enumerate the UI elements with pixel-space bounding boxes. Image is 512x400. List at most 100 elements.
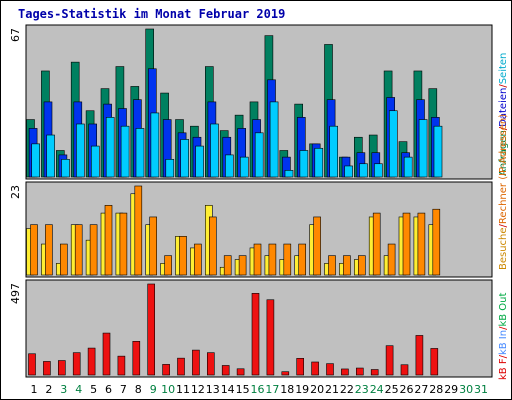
kb-bar [132,341,141,376]
legend-requests: Anfragen/Dateien/Seiten [498,53,509,176]
seiten-bar [433,125,443,178]
rechner-bar [194,243,202,276]
rechner-bar [149,216,157,276]
seiten-bar [46,134,55,178]
legend-entry: / [498,126,509,130]
x-axis-day-labels: 1 2 3 4 5 6 7 8 9 10 11 12 13 14 15 16 17 18 19 20 21 22 23 24 2… [31,383,489,396]
kb-bar [370,369,379,376]
seiten-bar [31,143,41,178]
kb-bar [192,349,200,376]
seiten-bar [225,154,234,178]
x-axis-day-label: 21 [325,383,339,396]
chart-title: Tages-Statistik im Monat Februar 2019 [18,7,286,21]
seiten-bar [388,110,398,178]
y-axis-max-label: 23 [9,185,22,199]
seiten-bar [61,159,70,178]
legend-entry: kB F [498,358,509,380]
y-axis-max-label: 497 [9,283,22,304]
rechner-bar [134,185,143,276]
kb-bar [102,332,111,376]
kb-bar [400,364,409,376]
rechner-bar [357,255,366,276]
seiten-bar [180,139,189,178]
seiten-bar [165,159,175,178]
kb-bar [147,283,155,376]
seiten-bar [314,147,324,178]
kb-bar [43,361,51,376]
legend-entry: Rechner (IP-Adressen) [498,114,509,224]
legend-entry: Anfragen [498,130,509,176]
rechner-bar [283,243,292,276]
kb-bar [296,358,305,376]
x-axis-day-label: 5 [90,383,97,396]
y-axis-max-labels: 67 23 497 [9,28,22,304]
seiten-bar [374,163,383,178]
rechner-bar [313,216,321,276]
x-axis-day-label: 25 [385,383,399,396]
x-axis-day-label: 28 [429,383,443,396]
rechner-bar [164,255,172,276]
x-axis-day-label: 7 [120,383,127,396]
rechner-bar [104,205,113,276]
x-axis-day-label: 8 [135,383,142,396]
kb-bar [415,335,424,376]
kb-bar [311,361,319,376]
y-axis-max-label: 67 [9,28,22,42]
rechner-bar [209,216,217,276]
rechner-bar [328,255,336,276]
kb-bar [162,364,170,376]
rechner-bar [238,255,247,276]
rechner-bar [343,255,351,276]
kb-bar [326,363,334,376]
seiten-bar [329,125,339,178]
x-axis-day-label: 1 [31,383,38,396]
x-axis-day-label: 22 [340,383,354,396]
kb-bar [236,368,245,376]
kb-bar [72,352,81,376]
x-axis-day-label: 31 [474,383,488,396]
rechner-bar [223,255,232,276]
x-axis-day-label: 2 [45,383,52,396]
kb-bar [430,348,439,376]
kb-bar [117,355,126,376]
seiten-bar [284,170,294,178]
kb-bar [221,365,230,376]
x-axis-day-label: 16 [251,383,265,396]
x-axis-day-label: 9 [150,383,157,396]
x-axis-day-label: 14 [221,383,235,396]
rechner-bar [402,212,411,276]
kb-bar [341,368,349,376]
kb-bar [385,345,394,376]
x-axis-day-label: 3 [60,383,67,396]
x-axis-day-label: 17 [265,383,279,396]
rechner-bar [387,243,396,276]
rechner-bar [30,224,38,276]
kb-bar [57,360,66,376]
x-axis-day-label: 13 [206,383,220,396]
kb-bar [87,347,96,376]
rechner-bar [432,208,441,276]
x-axis-day-label: 10 [161,383,175,396]
seiten-bar [120,125,130,178]
legend-entry: / [498,223,509,227]
kb-bar [177,357,185,376]
rechner-bar [74,224,83,276]
seiten-bar [418,119,428,178]
legend-entry: Seiten [498,53,509,85]
legend-volume: kB F/kB In/kB Out [498,292,509,380]
kb-bar [355,367,364,376]
rechner-bar [298,243,307,276]
legend-entry: / [498,354,509,358]
seiten-bar [254,132,264,178]
seiten-bar [91,145,100,178]
seiten-bar [299,150,309,178]
legend-entry: kB Out [498,292,509,326]
rechner-bar [179,236,187,276]
x-axis-day-label: 11 [176,383,190,396]
legend-entry: / [498,84,509,88]
legend-entry: Dateien [498,88,509,127]
x-axis-day-label: 12 [191,383,205,396]
seiten-bar [76,123,85,178]
